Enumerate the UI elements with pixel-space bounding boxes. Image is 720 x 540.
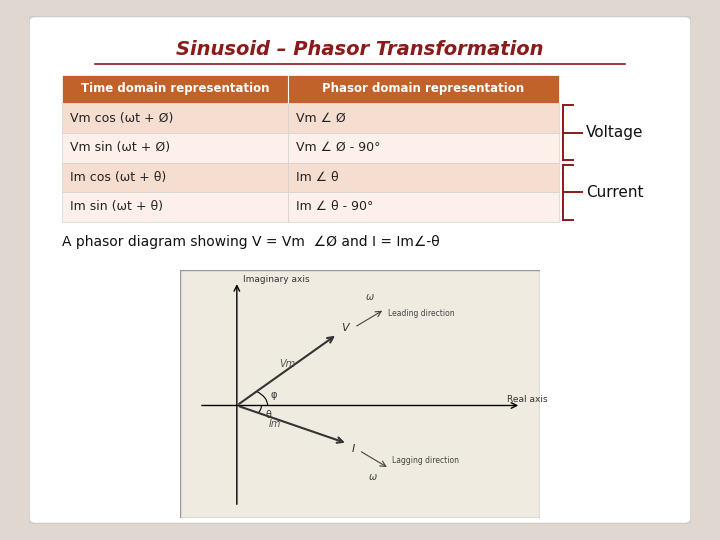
FancyBboxPatch shape	[180, 270, 540, 518]
Text: Imaginary axis: Imaginary axis	[243, 275, 310, 285]
FancyBboxPatch shape	[62, 163, 288, 192]
Text: Vm ∠ Ø - 90°: Vm ∠ Ø - 90°	[296, 141, 380, 154]
Text: I: I	[351, 443, 355, 454]
Text: Time domain representation: Time domain representation	[81, 83, 269, 96]
FancyBboxPatch shape	[288, 133, 559, 163]
Text: Im cos (ωt + θ): Im cos (ωt + θ)	[70, 171, 166, 184]
Text: V: V	[341, 323, 348, 333]
Text: Vm cos (ωt + Ø): Vm cos (ωt + Ø)	[70, 112, 174, 125]
Text: φ: φ	[271, 390, 277, 400]
FancyBboxPatch shape	[288, 163, 559, 192]
FancyBboxPatch shape	[62, 75, 559, 103]
Text: Im sin (ωt + θ): Im sin (ωt + θ)	[70, 200, 163, 213]
Text: Leading direction: Leading direction	[389, 309, 455, 318]
FancyBboxPatch shape	[288, 103, 559, 133]
Text: Voltage: Voltage	[586, 125, 644, 140]
Text: Im: Im	[269, 419, 282, 429]
Text: Lagging direction: Lagging direction	[392, 456, 459, 465]
Text: ω: ω	[366, 292, 374, 302]
Text: A phasor diagram showing V = Vm  ∠Ø and I = Im∠-θ: A phasor diagram showing V = Vm ∠Ø and I…	[62, 235, 440, 249]
Text: Vm sin (ωt + Ø): Vm sin (ωt + Ø)	[70, 141, 170, 154]
Text: θ: θ	[265, 410, 271, 420]
Text: Real axis: Real axis	[507, 395, 547, 403]
Text: Im ∠ θ: Im ∠ θ	[296, 171, 338, 184]
FancyBboxPatch shape	[29, 16, 691, 524]
Text: Vm: Vm	[279, 359, 295, 369]
FancyBboxPatch shape	[62, 192, 288, 222]
Text: ω: ω	[369, 472, 377, 482]
FancyBboxPatch shape	[288, 192, 559, 222]
Text: Sinusoid – Phasor Transformation: Sinusoid – Phasor Transformation	[176, 40, 544, 59]
Text: Phasor domain representation: Phasor domain representation	[323, 83, 524, 96]
Text: Current: Current	[586, 185, 644, 200]
FancyBboxPatch shape	[62, 103, 288, 133]
FancyBboxPatch shape	[62, 133, 288, 163]
Text: Vm ∠ Ø: Vm ∠ Ø	[296, 112, 346, 125]
Text: Im ∠ θ - 90°: Im ∠ θ - 90°	[296, 200, 373, 213]
